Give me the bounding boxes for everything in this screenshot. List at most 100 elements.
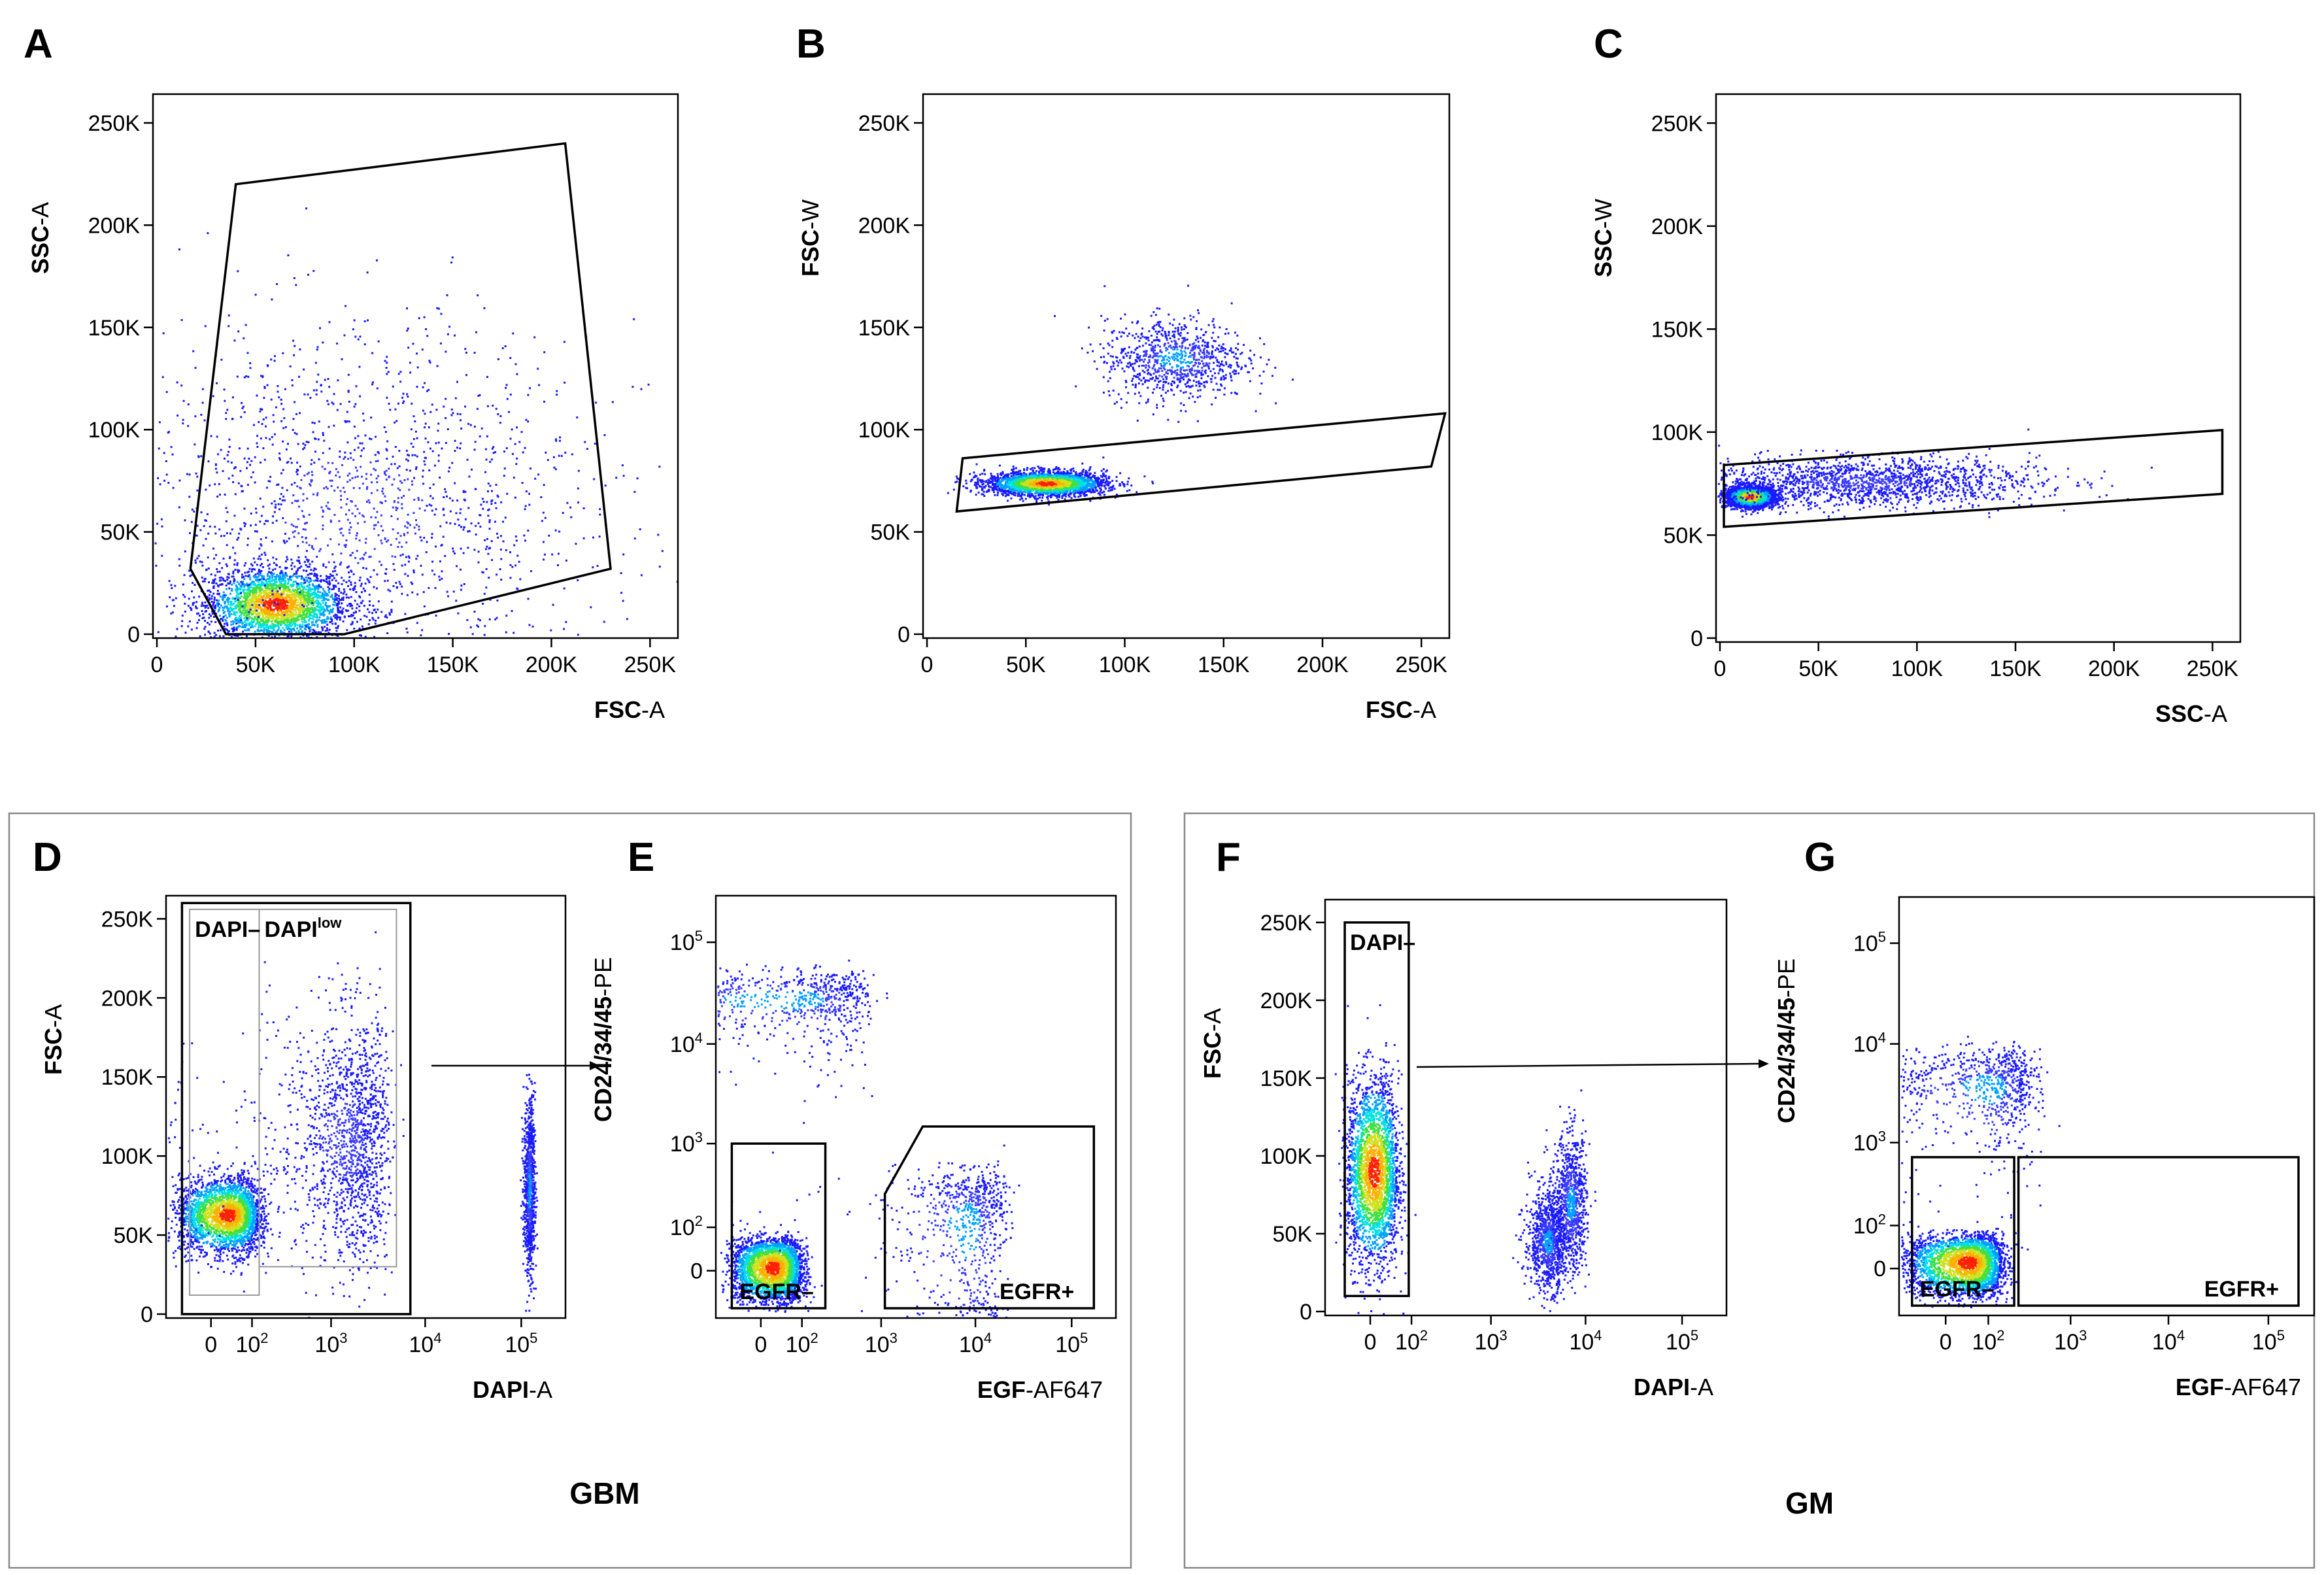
data-point xyxy=(219,577,221,579)
data-point xyxy=(290,620,292,622)
data-point xyxy=(348,597,350,599)
data-point xyxy=(268,571,270,573)
data-point xyxy=(208,631,210,633)
data-point xyxy=(233,578,235,580)
data-point xyxy=(265,587,267,589)
data-point xyxy=(214,605,216,607)
data-point xyxy=(262,592,264,594)
data-point xyxy=(356,621,358,623)
data-point xyxy=(309,607,311,609)
data-point xyxy=(304,621,306,623)
data-point xyxy=(341,577,343,579)
data-point xyxy=(226,584,227,586)
data-point xyxy=(310,569,312,571)
data-point xyxy=(252,607,254,609)
data-point xyxy=(182,594,184,596)
data-point xyxy=(328,589,329,591)
data-point xyxy=(251,571,253,573)
data-point xyxy=(326,579,328,581)
data-point xyxy=(271,577,273,579)
data-point xyxy=(333,586,335,588)
group-label-gm: GM xyxy=(1785,1486,1834,1520)
data-point xyxy=(249,568,251,570)
data-point xyxy=(295,632,297,634)
data-point xyxy=(332,571,334,573)
data-point xyxy=(253,558,255,560)
data-point xyxy=(239,583,241,585)
data-point xyxy=(356,607,358,609)
data-point xyxy=(355,611,357,613)
data-point xyxy=(228,613,230,615)
data-point xyxy=(218,609,220,611)
data-point xyxy=(308,585,310,587)
data-point xyxy=(309,612,311,614)
data-point xyxy=(261,554,263,556)
data-point xyxy=(187,625,189,627)
data-point xyxy=(316,626,318,628)
data-point xyxy=(337,625,339,627)
data-point xyxy=(325,566,327,568)
data-point xyxy=(377,609,379,611)
data-point xyxy=(274,576,276,578)
data-point xyxy=(243,617,245,619)
data-point xyxy=(212,593,214,595)
data-point xyxy=(361,591,363,593)
data-point xyxy=(196,627,198,629)
data-point xyxy=(335,586,337,588)
data-point xyxy=(232,573,234,575)
data-point xyxy=(277,607,278,609)
data-point xyxy=(336,618,338,620)
data-point xyxy=(233,580,235,582)
data-point xyxy=(267,559,269,561)
data-point xyxy=(174,585,176,587)
data-point xyxy=(284,580,286,582)
data-point xyxy=(244,562,246,564)
data-point xyxy=(254,569,256,571)
data-point xyxy=(375,622,377,624)
data-point xyxy=(297,601,299,603)
data-point xyxy=(314,609,316,611)
data-point xyxy=(304,619,306,621)
data-point xyxy=(271,580,273,582)
data-point xyxy=(184,603,186,605)
data-point xyxy=(267,573,269,575)
data-point xyxy=(241,596,243,598)
data-point xyxy=(226,588,227,590)
data-point xyxy=(308,581,310,583)
data-point xyxy=(212,605,214,607)
data-point xyxy=(352,615,354,617)
data-point xyxy=(235,617,237,619)
data-point xyxy=(219,584,221,586)
data-point xyxy=(328,592,330,594)
data-point xyxy=(182,615,184,617)
data-point xyxy=(261,563,263,565)
data-point xyxy=(169,580,171,582)
data-point xyxy=(309,563,311,565)
data-point xyxy=(246,609,248,611)
data-point xyxy=(220,629,222,631)
data-point xyxy=(214,621,216,623)
data-point xyxy=(298,612,300,614)
data-point xyxy=(242,631,244,633)
data-point xyxy=(349,588,351,590)
data-point xyxy=(318,619,320,621)
data-point xyxy=(231,584,233,586)
data-point xyxy=(233,629,235,631)
data-point xyxy=(292,575,294,577)
data-point xyxy=(312,604,314,606)
data-point xyxy=(285,560,287,562)
data-point xyxy=(217,630,219,632)
data-point xyxy=(329,629,331,631)
data-point xyxy=(290,603,292,605)
data-point xyxy=(285,590,287,592)
data-point xyxy=(208,567,210,569)
data-point xyxy=(220,596,222,598)
data-point xyxy=(201,610,203,612)
data-point xyxy=(197,622,199,624)
data-point xyxy=(348,571,350,573)
data-point xyxy=(310,590,312,592)
data-point xyxy=(268,614,270,616)
data-point xyxy=(258,555,260,557)
data-point xyxy=(245,604,247,606)
data-point xyxy=(336,597,338,599)
